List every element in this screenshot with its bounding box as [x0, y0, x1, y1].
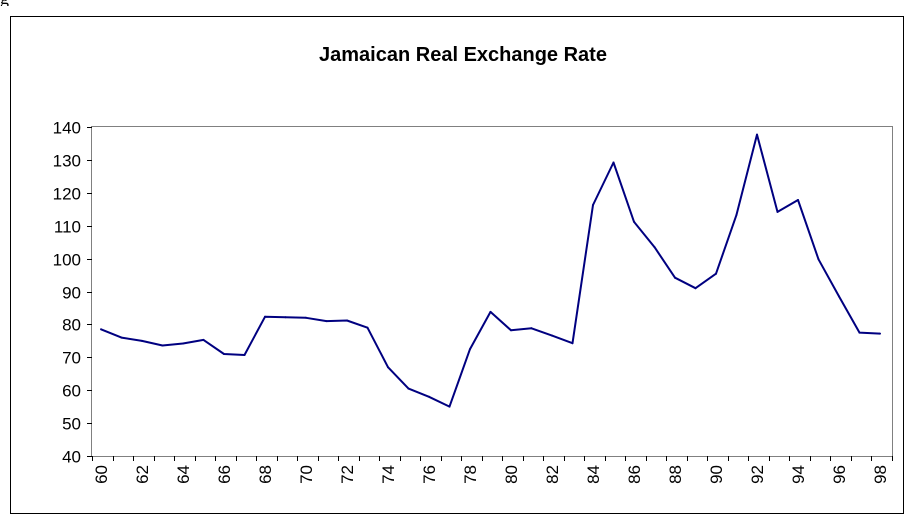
x-tick-label: 76 [420, 465, 439, 484]
x-tick-label: 90 [707, 465, 726, 484]
x-tick-label: 82 [543, 465, 562, 484]
data-point [182, 342, 184, 345]
data-point [141, 339, 143, 342]
x-tick-label: 88 [666, 465, 685, 484]
data-point [633, 220, 635, 223]
x-tick-label: 70 [297, 465, 316, 484]
x-tick-label: 62 [133, 465, 152, 484]
x-tick-label: 74 [379, 465, 398, 484]
x-tick-label: 66 [215, 465, 234, 484]
x-tick-label: 60 [92, 465, 111, 484]
y-tick-label: 100 [53, 251, 81, 270]
x-tick-label: 68 [256, 465, 275, 484]
data-point [469, 348, 471, 351]
data-point [694, 287, 697, 290]
data-point [243, 354, 246, 356]
x-tick-label: 84 [584, 465, 603, 484]
plot-area [91, 126, 893, 457]
data-point [489, 310, 492, 313]
series-layer [100, 133, 881, 408]
y-tick-label: 80 [62, 316, 81, 335]
data-point [756, 133, 758, 136]
y-axis: 40 50 60 70 80 90 100 110 120 130 140 [53, 119, 92, 467]
data-point [510, 329, 512, 332]
page-text-fragment: g [0, 0, 20, 6]
x-tick-label: 78 [461, 465, 480, 484]
x-axis: 60 62 64 66 68 70 72 74 76 78 80 82 84 86 88 90 92 94 96 98 [92, 456, 893, 484]
data-point [223, 353, 225, 355]
data-point [797, 199, 799, 201]
data-point [592, 204, 594, 206]
data-point [571, 342, 574, 345]
data-point [838, 295, 840, 298]
data-point [346, 319, 348, 322]
y-tick-label: 50 [62, 415, 81, 434]
y-tick-label: 140 [53, 119, 81, 138]
data-point [817, 258, 820, 261]
data-point [551, 334, 553, 337]
x-tick-label: 98 [871, 465, 890, 484]
data-point [530, 327, 533, 330]
data-point [264, 315, 266, 318]
data-point [674, 276, 676, 279]
y-tick-label: 120 [53, 185, 81, 204]
data-point [612, 161, 615, 164]
data-point [428, 395, 430, 398]
x-tick-label: 72 [338, 465, 357, 484]
data-point [776, 210, 779, 213]
data-point [161, 344, 164, 347]
chart-title: Jamaican Real Exchange Rate [319, 44, 607, 66]
data-point [879, 332, 881, 335]
data-point [202, 338, 205, 341]
data-point [858, 331, 861, 334]
y-tick-label: 40 [62, 448, 81, 467]
data-point [100, 328, 102, 331]
y-tick-label: 60 [62, 382, 81, 401]
data-point [653, 246, 656, 249]
data-point [735, 213, 738, 216]
x-tick-label: 86 [625, 465, 644, 484]
data-point [387, 366, 389, 369]
x-tick-label: 92 [748, 465, 767, 484]
y-tick-label: 70 [62, 349, 81, 368]
data-point [407, 387, 410, 390]
x-tick-label: 64 [174, 465, 193, 484]
y-tick-label: 130 [53, 152, 81, 171]
data-point [366, 326, 369, 329]
data-point [715, 272, 717, 275]
data-point [284, 316, 287, 319]
data-point [305, 316, 307, 319]
x-tick-label: 94 [789, 465, 808, 484]
x-tick-label: 80 [502, 465, 521, 484]
data-point [448, 405, 451, 408]
data-point [120, 336, 123, 339]
data-point [325, 320, 328, 323]
y-tick-label: 90 [62, 284, 81, 303]
y-tick-label: 110 [54, 218, 81, 237]
x-tick-label: 96 [830, 465, 849, 484]
